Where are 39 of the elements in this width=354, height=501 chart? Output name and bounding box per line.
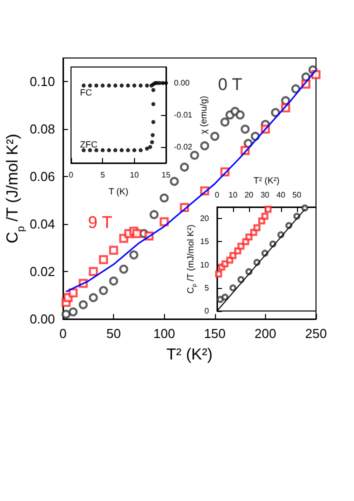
x-tick-label: 100 — [153, 326, 176, 341]
y-axis-title: χ (emu/g) — [198, 96, 208, 134]
x-axis-title: T² (K²) — [254, 176, 280, 186]
y-tick-label: 0.04 — [30, 216, 55, 232]
x-tick-label: 10 — [130, 170, 140, 180]
series-label: 9 T — [88, 213, 112, 232]
y-tick-label: 0 — [204, 306, 210, 316]
y-tick-label: -0.02 — [174, 142, 193, 152]
x-tick-label: 150 — [204, 326, 226, 341]
y-axis-title: Cp /T (J/mol K²) — [4, 134, 28, 244]
series-label: ZFC — [80, 140, 98, 150]
x-tick-label: 40 — [276, 190, 286, 200]
x-tick-label: 50 — [106, 326, 121, 341]
x-tick-label: 10 — [228, 190, 238, 200]
y-tick-label: -0.01 — [174, 110, 193, 120]
x-tick-label: 50 — [292, 190, 302, 200]
y-tick-label: 0.02 — [30, 264, 55, 280]
x-tick-label: 200 — [254, 326, 276, 341]
y-tick-label: 0.00 — [174, 78, 190, 88]
x-tick-label: 15 — [162, 170, 171, 180]
x-tick-label: 20 — [244, 190, 254, 200]
y-tick-label: 5 — [204, 283, 210, 292]
x-tick-label: 0 — [214, 190, 220, 200]
y-tick-label: 0.00 — [30, 312, 55, 326]
series-label: 0 T — [218, 75, 242, 94]
y-tick-label: 0.10 — [30, 74, 55, 90]
x-tick-label: 0 — [68, 170, 74, 180]
x-axis-title: T² (K²) — [166, 346, 213, 364]
y-tick-label: 15 — [200, 237, 210, 246]
x-tick-label: 30 — [260, 190, 270, 200]
series-label: FC — [80, 88, 92, 98]
y-tick-label: 0.06 — [30, 169, 55, 184]
x-tick-label: 250 — [305, 326, 327, 341]
y-tick-label: 0.08 — [30, 122, 55, 137]
y-tick-label: 20 — [200, 214, 210, 224]
x-tick-label: 0 — [59, 326, 67, 341]
x-axis-title: T (K) — [108, 186, 128, 196]
x-tick-label: 5 — [100, 170, 106, 180]
y-tick-label: 10 — [200, 260, 210, 270]
